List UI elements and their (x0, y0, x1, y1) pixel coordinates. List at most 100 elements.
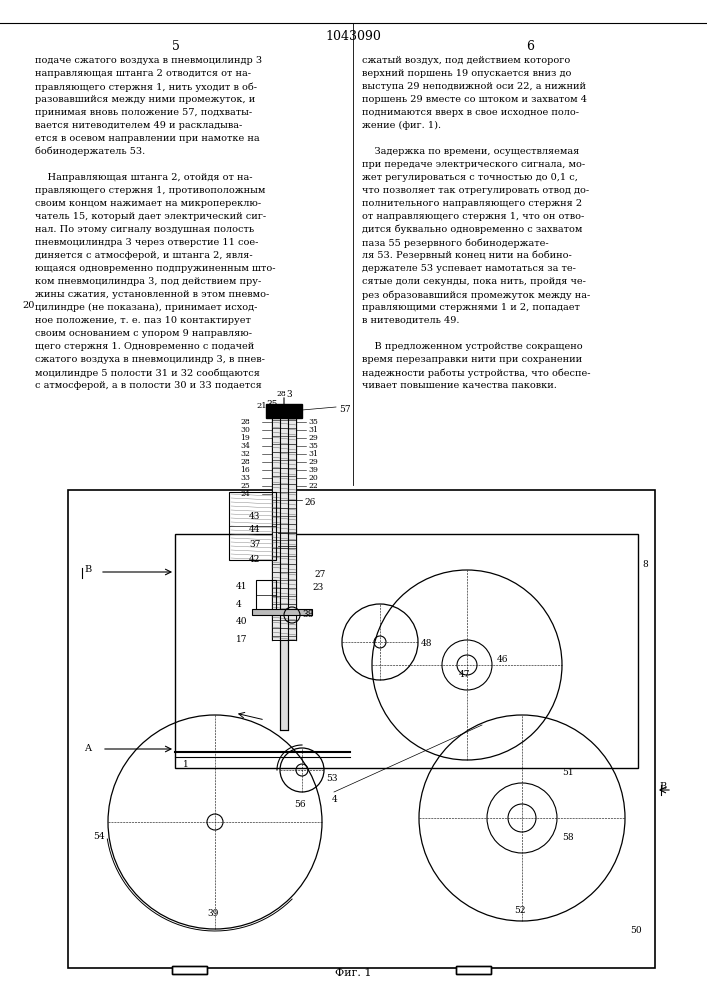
Text: В предложенном устройстве сокращено: В предложенном устройстве сокращено (362, 342, 583, 351)
Text: время перезаправки нити при сохранении: время перезаправки нити при сохранении (362, 355, 582, 364)
Text: 22: 22 (308, 482, 317, 490)
Text: правляющего стержня 1, противоположным: правляющего стержня 1, противоположным (35, 186, 265, 195)
Bar (456, 966, 491, 974)
Text: ется в осевом направлении при намотке на: ется в осевом направлении при намотке на (35, 134, 259, 143)
Text: 39: 39 (308, 466, 318, 474)
Text: 25: 25 (240, 482, 250, 490)
Text: нал. По этому сигналу воздушная полость: нал. По этому сигналу воздушная полость (35, 225, 254, 234)
Text: моцилиндре 5 полости 31 и 32 сообщаются: моцилиндре 5 полости 31 и 32 сообщаются (35, 368, 260, 377)
Text: жет регулироваться с точностью до 0,1 с,: жет регулироваться с точностью до 0,1 с, (362, 173, 578, 182)
Text: 33: 33 (240, 474, 250, 482)
Text: 47: 47 (459, 670, 470, 679)
Text: что позволяет так отрегулировать отвод до-: что позволяет так отрегулировать отвод д… (362, 186, 589, 195)
Text: надежности работы устройства, что обеспе-: надежности работы устройства, что обеспе… (362, 368, 590, 377)
Text: в нитеводитель 49.: в нитеводитель 49. (362, 316, 460, 325)
Bar (456, 966, 491, 974)
Text: 16: 16 (240, 466, 250, 474)
Text: 42: 42 (249, 555, 260, 564)
Text: ющаяся одновременно подпружиненным што-: ющаяся одновременно подпружиненным што- (35, 264, 276, 273)
Text: 40: 40 (236, 617, 247, 626)
Text: ком пневмоцилиндра 3, под действием пру-: ком пневмоцилиндра 3, под действием пру- (35, 277, 262, 286)
Text: бобинодержатель 53.: бобинодержатель 53. (35, 147, 145, 156)
Bar (266, 404, 302, 418)
Text: 20: 20 (308, 474, 317, 482)
Text: жение (фиг. 1).: жение (фиг. 1). (362, 121, 441, 130)
Text: 3: 3 (286, 390, 291, 399)
Text: 38: 38 (302, 610, 313, 619)
Text: 53: 53 (326, 774, 337, 783)
Text: верхний поршень 19 опускается вниз до: верхний поршень 19 опускается вниз до (362, 69, 571, 78)
Text: пневмоцилиндра 3 через отверстие 11 сое-: пневмоцилиндра 3 через отверстие 11 сое- (35, 238, 258, 247)
Text: 28: 28 (276, 390, 286, 398)
Bar (252, 609, 312, 615)
Text: правляющего стержня 1, нить уходит в об-: правляющего стержня 1, нить уходит в об- (35, 82, 257, 92)
Text: выступа 29 неподвижной оси 22, а нижний: выступа 29 неподвижной оси 22, а нижний (362, 82, 586, 91)
Text: принимая вновь положение 57, подхваты-: принимая вновь положение 57, подхваты- (35, 108, 252, 117)
Text: 58: 58 (562, 833, 573, 842)
Text: 8: 8 (642, 560, 648, 569)
Text: 44: 44 (249, 525, 260, 534)
Bar (280, 640, 288, 730)
Text: ля 53. Резервный конец нити на бобино-: ля 53. Резервный конец нити на бобино- (362, 251, 572, 260)
Text: 31: 31 (308, 426, 318, 434)
Text: B: B (84, 565, 91, 574)
Text: 46: 46 (497, 655, 508, 664)
Text: 35: 35 (266, 400, 278, 409)
Text: 1: 1 (183, 760, 189, 769)
Text: цилиндре (не показана), принимает исход-: цилиндре (не показана), принимает исход- (35, 303, 257, 312)
Text: своим концом нажимает на микропереклю-: своим концом нажимает на микропереклю- (35, 199, 261, 208)
Text: 30: 30 (240, 426, 250, 434)
Text: 5: 5 (172, 40, 180, 53)
Text: с атмосферой, а в полости 30 и 33 подается: с атмосферой, а в полости 30 и 33 подает… (35, 381, 262, 390)
Text: Фиг. 1: Фиг. 1 (334, 968, 371, 978)
Text: от направляющего стержня 1, что он отво-: от направляющего стержня 1, что он отво- (362, 212, 584, 221)
Text: B: B (659, 782, 666, 791)
Text: 1043090: 1043090 (325, 30, 381, 43)
Text: вается нитеводителем 49 и раскладыва-: вается нитеводителем 49 и раскладыва- (35, 121, 243, 130)
Text: паза 55 резервного бобинодержате-: паза 55 резервного бобинодержате- (362, 238, 549, 247)
Text: 56: 56 (294, 800, 305, 809)
Text: 4: 4 (236, 600, 242, 609)
Text: 21: 21 (256, 402, 267, 410)
Text: Направляющая штанга 2, отойдя от на-: Направляющая штанга 2, отойдя от на- (35, 173, 252, 182)
Text: при передаче электрического сигнала, мо-: при передаче электрического сигнала, мо- (362, 160, 585, 169)
Bar (272, 410, 296, 640)
Text: чатель 15, который дает электрический сиг-: чатель 15, который дает электрический си… (35, 212, 266, 221)
Text: щего стержня 1. Одновременно с подачей: щего стержня 1. Одновременно с подачей (35, 342, 255, 351)
Text: 48: 48 (421, 639, 433, 648)
Text: 17: 17 (236, 635, 247, 644)
Text: 54: 54 (93, 832, 105, 841)
Text: 43: 43 (249, 512, 260, 521)
Text: 31: 31 (308, 450, 318, 458)
Text: 35: 35 (308, 418, 318, 426)
Text: 28: 28 (240, 458, 250, 466)
Text: сжатого воздуха в пневмоцилиндр 3, в пнев-: сжатого воздуха в пневмоцилиндр 3, в пне… (35, 355, 265, 364)
Text: ное положение, т. е. паз 10 контактирует: ное положение, т. е. паз 10 контактирует (35, 316, 251, 325)
Text: направляющая штанга 2 отводится от на-: направляющая штанга 2 отводится от на- (35, 69, 251, 78)
Text: сятые доли секунды, пока нить, пройдя че-: сятые доли секунды, пока нить, пройдя че… (362, 277, 586, 286)
Text: Задержка по времени, осуществляемая: Задержка по времени, осуществляемая (362, 147, 579, 156)
Bar (68, 490, 655, 968)
Text: сжатый воздух, под действием которого: сжатый воздух, под действием которого (362, 56, 571, 65)
Text: 29: 29 (308, 458, 317, 466)
Text: 28: 28 (240, 418, 250, 426)
Text: чивает повышение качества паковки.: чивает повышение качества паковки. (362, 381, 557, 390)
Text: жины сжатия, установленной в этом пневмо-: жины сжатия, установленной в этом пневмо… (35, 290, 269, 299)
Text: диняется с атмосферой, и штанга 2, явля-: диняется с атмосферой, и штанга 2, явля- (35, 251, 252, 260)
Bar (172, 966, 207, 974)
Text: 51: 51 (562, 768, 573, 777)
Text: разовавшийся между ними промежуток, и: разовавшийся между ними промежуток, и (35, 95, 255, 104)
Text: 20: 20 (22, 301, 35, 310)
Text: 6: 6 (526, 40, 534, 53)
Text: 29: 29 (308, 434, 317, 442)
Text: поршень 29 вместе со штоком и захватом 4: поршень 29 вместе со штоком и захватом 4 (362, 95, 587, 104)
Text: правляющими стержнями 1 и 2, попадает: правляющими стержнями 1 и 2, попадает (362, 303, 580, 312)
Text: 27: 27 (314, 570, 325, 579)
Text: рез образовавшийся промежуток между на-: рез образовавшийся промежуток между на- (362, 290, 590, 300)
Text: 4: 4 (332, 795, 338, 804)
Text: 26: 26 (304, 498, 315, 507)
Text: дится буквально одновременно с захватом: дится буквально одновременно с захватом (362, 225, 583, 234)
Text: 50: 50 (630, 926, 642, 935)
Text: 41: 41 (236, 582, 247, 591)
Bar (175, 534, 638, 768)
